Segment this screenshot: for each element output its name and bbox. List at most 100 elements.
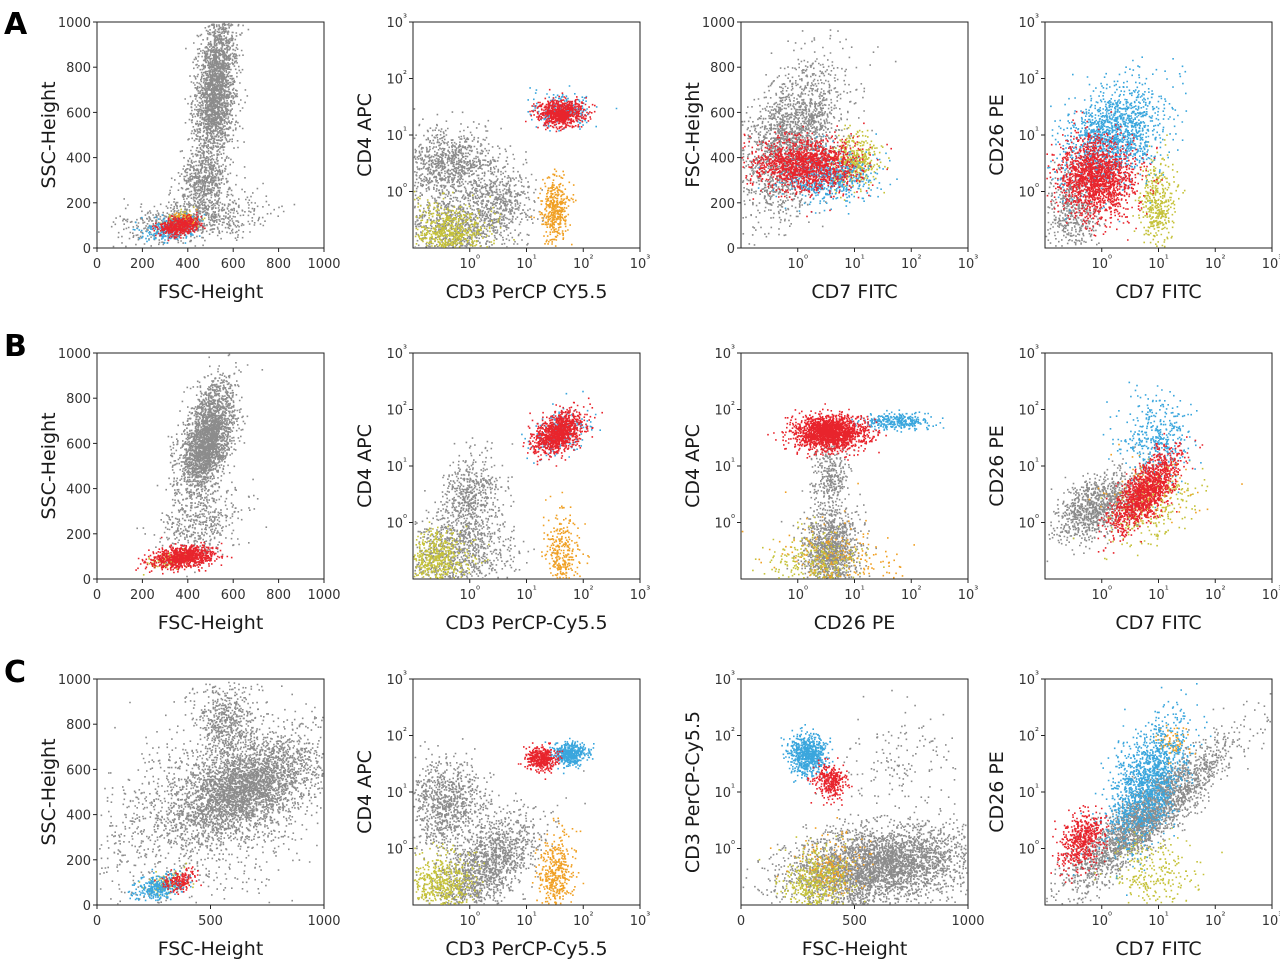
x-tick-label: 10² (573, 911, 594, 929)
y-tick-label: 800 (710, 61, 735, 76)
x-tick-label: 10¹ (1148, 585, 1169, 603)
x-tick-label: 800 (266, 588, 291, 603)
x-tick-label: 10⁰ (459, 585, 480, 603)
y-tick-label: 10⁰ (1018, 183, 1039, 201)
scatter-points (741, 403, 945, 580)
y-tick-label: 400 (66, 809, 91, 824)
plot-a-3: 10⁰ 10¹ 10² 10³ 0 200 400 600 800 1000 CD7 FITC FSC… (682, 16, 978, 303)
y-tick-label: 1000 (702, 16, 735, 31)
x-axis-title: FSC-Height (158, 938, 264, 960)
y-tick-label: 10¹ (714, 783, 735, 801)
y-tick-label: 400 (710, 152, 735, 167)
population-red (767, 403, 887, 461)
y-tick-label: 10⁰ (1018, 840, 1039, 858)
y-tick-label: 10² (1018, 70, 1039, 88)
scatter-points (742, 689, 968, 905)
y-tick-label: 10² (386, 727, 407, 745)
y-axis-title: CD4 APC (354, 750, 376, 834)
x-tick-label: 600 (221, 257, 246, 272)
population-olive (1128, 134, 1186, 248)
y-axis-title: CD26 PE (986, 425, 1008, 507)
y-tick-label: 600 (66, 763, 91, 778)
x-tick-label: 10⁰ (787, 254, 808, 272)
population-blue (521, 390, 601, 464)
plot-a-2: 10⁰ 10¹ 10² 10³ 10⁰ 10¹ 10² 10³ CD3 PerCP CY5.5 C… (354, 13, 650, 303)
x-tick-label: 10⁰ (459, 254, 480, 272)
population-olive (413, 521, 490, 579)
y-tick-label: 10³ (714, 344, 735, 362)
population-gray (809, 437, 856, 529)
y-tick-label: 1000 (58, 673, 91, 688)
x-tick-label: 10² (573, 585, 594, 603)
x-tick-label: 10³ (1262, 585, 1280, 603)
population-orange (541, 491, 590, 579)
y-axis-title: CD26 PE (986, 751, 1008, 833)
y-axis-title: CD4 APC (354, 93, 376, 177)
scatter-points (1046, 381, 1243, 563)
panel-label-b: B (4, 329, 27, 364)
x-axis-title: FSC-Height (158, 281, 264, 303)
x-axis-title: CD7 FITC (811, 281, 897, 303)
population-gray (1046, 446, 1156, 563)
population-gray (741, 29, 897, 246)
x-tick-label: 10³ (630, 254, 651, 272)
y-tick-label: 10⁰ (386, 514, 407, 532)
y-tick-label: 10¹ (386, 126, 407, 144)
population-gray (98, 180, 296, 248)
x-tick-label: 1000 (307, 257, 340, 272)
plot-c-2: 10⁰ 10¹ 10² 10³ 10⁰ 10¹ 10² 10³ CD3 PerCP-Cy5.5 C… (354, 670, 650, 960)
x-tick-label: 10⁰ (1091, 585, 1112, 603)
population-blue (1047, 56, 1188, 223)
x-tick-label: 10¹ (516, 254, 537, 272)
plot-grid: 0 200 400 600 800 1000 0 200 400 600 800 1000 FSC-He… (38, 13, 1280, 960)
y-tick-label: 800 (66, 392, 91, 407)
y-tick-label: 10³ (714, 670, 735, 688)
y-tick-label: 0 (83, 573, 91, 588)
x-tick-label: 10² (1205, 585, 1226, 603)
population-red (135, 536, 233, 575)
x-tick-label: 600 (221, 588, 246, 603)
plot-c-1: 0 500 1000 0 200 400 600 800 1000 FSC-Height SSC-H… (38, 673, 341, 960)
y-axis-title: CD4 APC (354, 424, 376, 508)
y-tick-label: 800 (66, 718, 91, 733)
y-tick-label: 10³ (386, 344, 407, 362)
x-axis-title: FSC-Height (802, 938, 908, 960)
y-tick-label: 10³ (1018, 344, 1039, 362)
scatter-points (1046, 683, 1272, 905)
y-tick-label: 600 (66, 106, 91, 121)
x-axis-title: CD3 PerCP-Cy5.5 (445, 938, 607, 960)
y-tick-label: 10¹ (1018, 126, 1039, 144)
plot-c-4: 10⁰ 10¹ 10² 10³ 10⁰ 10¹ 10² 10³ CD7 FITC CD26 PE (986, 670, 1280, 960)
population-gray (181, 22, 250, 214)
population-gray (780, 480, 877, 580)
x-tick-label: 1000 (307, 914, 340, 929)
population-red (154, 866, 202, 895)
x-tick-label: 0 (93, 257, 101, 272)
x-tick-label: 10³ (958, 585, 979, 603)
x-tick-label: 10¹ (844, 585, 865, 603)
y-tick-label: 200 (66, 197, 91, 212)
population-red (522, 397, 603, 467)
y-tick-label: 200 (66, 528, 91, 543)
population-blue (1072, 683, 1212, 896)
population-red (1050, 805, 1110, 884)
plot-c-3: 0 500 1000 10⁰ 10¹ 10² 10³ FSC-Height CD3 PerCP-… (682, 670, 985, 960)
plot-frame (740, 21, 969, 249)
population-blue (757, 133, 898, 215)
y-axis-title: CD3 PerCP-Cy5.5 (682, 711, 704, 873)
y-tick-label: 200 (66, 854, 91, 869)
x-tick-label: 500 (198, 914, 223, 929)
x-tick-label: 10³ (1262, 254, 1280, 272)
x-tick-label: 10² (901, 585, 922, 603)
population-gray (742, 802, 968, 905)
plot-a-4: 10⁰ 10¹ 10² 10³ 10⁰ 10¹ 10² 10³ CD7 FITC CD26 PE (986, 13, 1280, 303)
y-tick-label: 10³ (386, 670, 407, 688)
x-tick-label: 0 (93, 914, 101, 929)
y-tick-label: 10¹ (1018, 783, 1039, 801)
y-tick-label: 10³ (1018, 13, 1039, 31)
x-tick-label: 10² (1205, 254, 1226, 272)
y-tick-label: 10³ (386, 13, 407, 31)
x-tick-label: 10³ (630, 911, 651, 929)
x-tick-label: 10⁰ (1091, 254, 1112, 272)
